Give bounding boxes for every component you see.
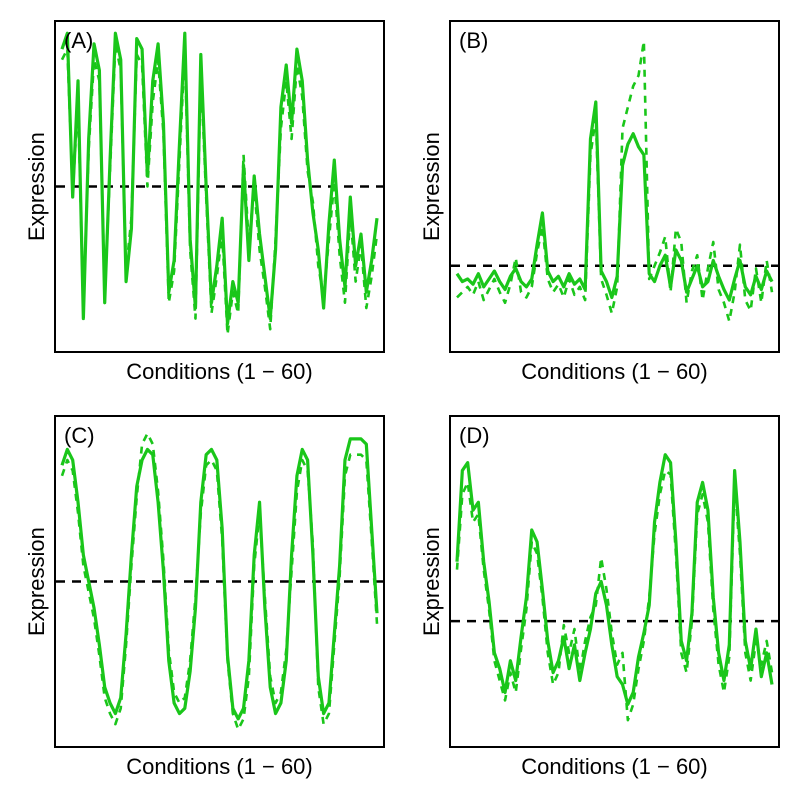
panel-a: Expression (A) Conditions (1 − 60) (20, 20, 385, 385)
panel-tag: (C) (64, 423, 95, 449)
chart-svg (451, 22, 778, 351)
plot-box: (D) (449, 415, 780, 748)
x-axis-label: Conditions (1 − 60) (449, 748, 780, 780)
plot-box: (A) (54, 20, 385, 353)
x-axis-label: Conditions (1 − 60) (54, 353, 385, 385)
panel-b: Expression (B) Conditions (1 − 60) (415, 20, 780, 385)
chart-svg (451, 417, 778, 746)
plot-box: (C) (54, 415, 385, 748)
x-axis-label: Conditions (1 − 60) (449, 353, 780, 385)
chart-svg (56, 417, 383, 746)
y-axis-label: Expression (20, 415, 54, 748)
series-dashed (457, 41, 772, 321)
plot-area: Expression (A) (20, 20, 385, 353)
series-solid (457, 102, 772, 300)
plot-area: Expression (C) (20, 415, 385, 748)
panel-grid: Expression (A) Conditions (1 − 60) Expre… (20, 20, 780, 780)
panel-tag: (A) (64, 28, 93, 54)
x-axis-label: Conditions (1 − 60) (54, 748, 385, 780)
panel-tag: (D) (459, 423, 490, 449)
plot-area: Expression (D) (415, 415, 780, 748)
y-axis-label: Expression (415, 415, 449, 748)
plot-box: (B) (449, 20, 780, 353)
panel-tag: (B) (459, 28, 488, 54)
series-solid (62, 439, 377, 719)
series-solid (457, 455, 772, 705)
plot-area: Expression (B) (415, 20, 780, 353)
y-axis-label: Expression (20, 20, 54, 353)
panel-d: Expression (D) Conditions (1 − 60) (415, 415, 780, 780)
series-solid (62, 33, 377, 324)
panel-c: Expression (C) Conditions (1 − 60) (20, 415, 385, 780)
chart-svg (56, 22, 383, 351)
y-axis-label: Expression (415, 20, 449, 353)
